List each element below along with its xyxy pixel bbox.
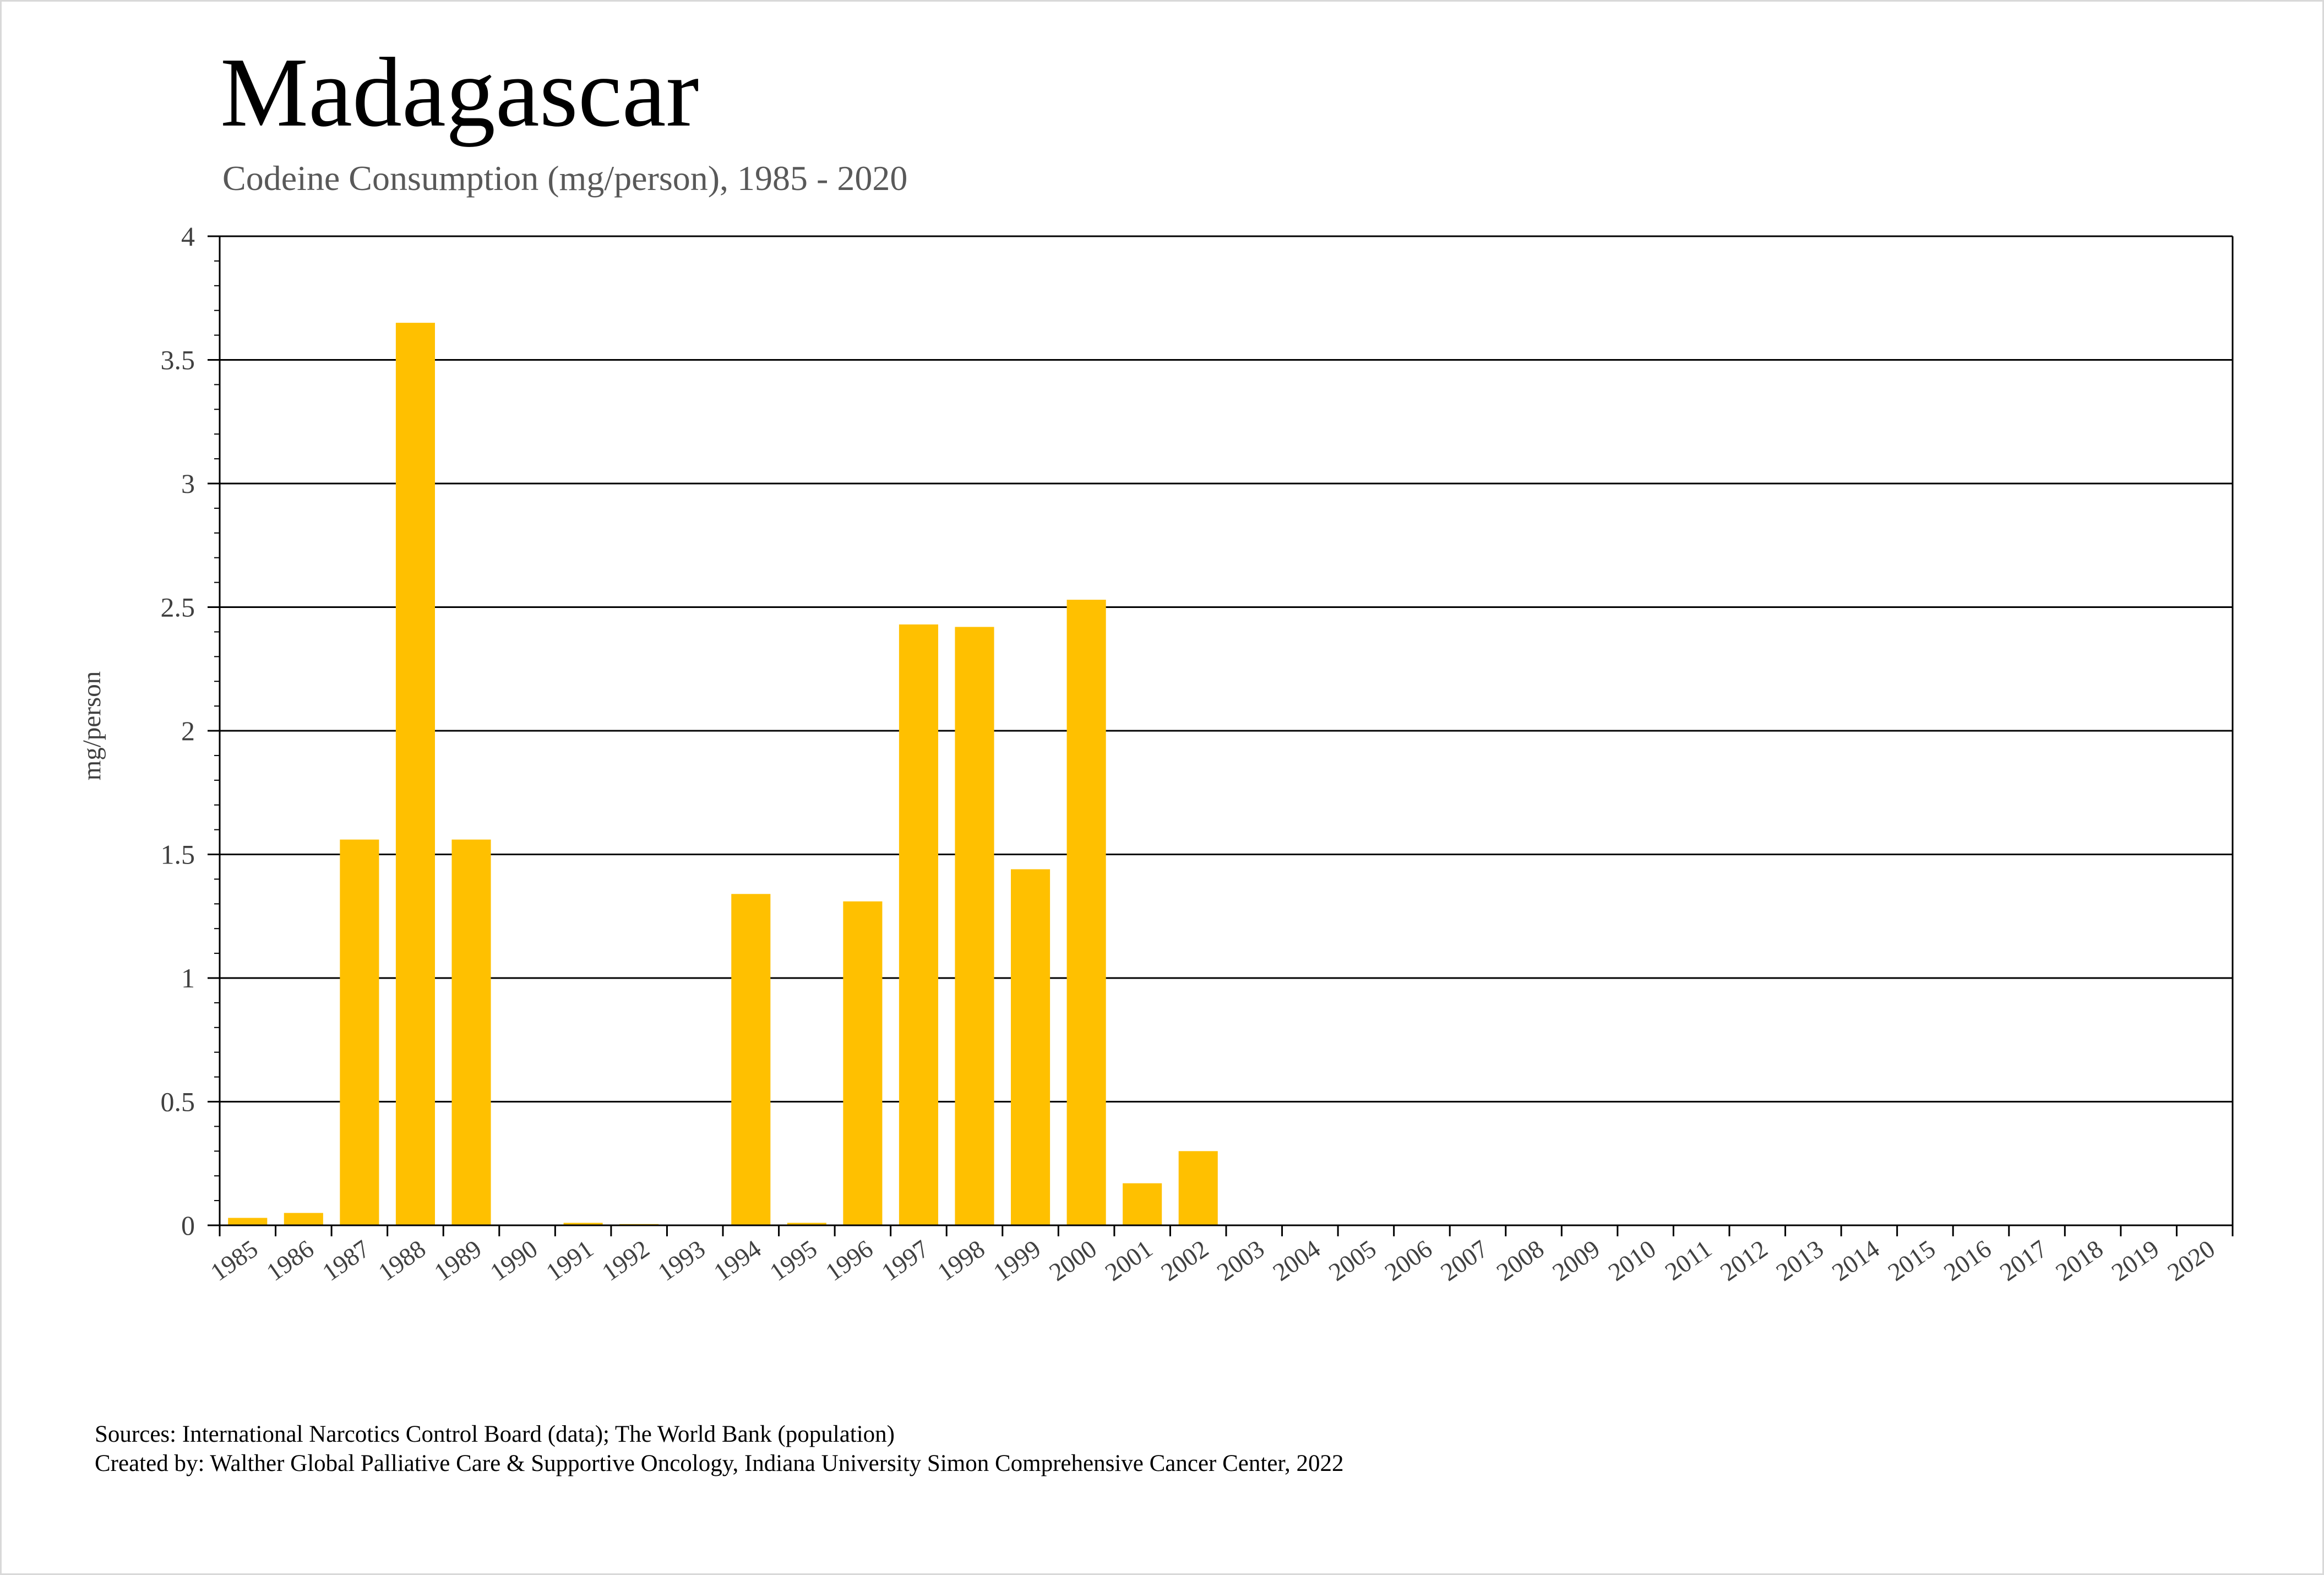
x-tick-label: 2005 [1324, 1234, 1381, 1286]
x-tick-label: 1991 [541, 1234, 598, 1286]
x-tick-label: 1999 [988, 1234, 1046, 1286]
chart-subtitle: Codeine Consumption (mg/person), 1985 - … [222, 159, 908, 198]
y-tick-labels: 0 0.5 1 1.5 2 2.5 3 3.5 4 [161, 221, 195, 1241]
axes [208, 235, 2234, 1236]
footer-created-by: Created by: Walther Global Palliative Ca… [95, 1451, 1344, 1476]
y-tick-label: 0.5 [161, 1087, 195, 1117]
y-tick-label: 0 [181, 1210, 195, 1241]
y-tick-label: 4 [181, 221, 195, 252]
x-tick-label: 2006 [1380, 1234, 1438, 1286]
x-tick-label: 1997 [877, 1234, 934, 1286]
bar-1986 [284, 1213, 323, 1225]
x-tick-label: 1986 [261, 1234, 319, 1286]
x-tick-label: 1995 [764, 1234, 822, 1286]
bar-1989 [451, 839, 491, 1225]
x-tick-label: 1998 [932, 1234, 990, 1286]
y-tick-label: 2 [181, 715, 195, 746]
x-tick-label: 2010 [1603, 1234, 1661, 1286]
x-tick-label: 2011 [1660, 1234, 1717, 1286]
bar-2001 [1123, 1183, 1162, 1225]
y-tick-label: 2.5 [161, 592, 195, 623]
x-tick-label: 2004 [1267, 1234, 1325, 1286]
x-tick-label: 2009 [1547, 1234, 1605, 1286]
bar-1999 [1011, 869, 1051, 1225]
x-tick-label: 2014 [1827, 1234, 1885, 1286]
x-tick-label: 2016 [1939, 1234, 1996, 1286]
x-tick-label: 2007 [1435, 1234, 1493, 1286]
bar-1995 [787, 1223, 826, 1225]
bar-1991 [563, 1223, 603, 1225]
bar-1997 [899, 624, 938, 1225]
bars [228, 323, 1218, 1225]
x-tick-labels: 1985198619871988198919901991199219931994… [205, 1234, 2220, 1286]
x-tick-label: 1996 [820, 1234, 878, 1286]
x-tick-label: 1994 [709, 1234, 766, 1286]
x-tick-label: 1989 [429, 1234, 487, 1286]
x-tick-label: 2019 [2107, 1234, 2164, 1286]
x-tick-label: 2008 [1492, 1234, 1549, 1286]
bar-2000 [1066, 600, 1106, 1225]
x-tick-label: 2017 [1995, 1234, 2053, 1286]
x-tick-label: 1992 [597, 1234, 655, 1286]
x-tick-label: 2002 [1156, 1234, 1213, 1286]
y-tick-label: 1.5 [161, 839, 195, 870]
x-tick-label: 2020 [2162, 1234, 2220, 1286]
x-tick-label: 1987 [317, 1234, 375, 1286]
bar-1998 [955, 627, 994, 1225]
y-tick-label: 3 [181, 468, 195, 499]
x-tick-label: 1993 [652, 1234, 710, 1286]
x-tick-label: 1985 [205, 1234, 263, 1286]
x-tick-label: 2015 [1883, 1234, 1941, 1286]
y-axis-label: mg/person [78, 671, 106, 780]
bar-1994 [731, 894, 771, 1225]
x-tick-label: 1990 [485, 1234, 543, 1286]
y-tick-label: 3.5 [161, 345, 195, 376]
bar-1988 [395, 323, 435, 1225]
x-tick-label: 2018 [2050, 1234, 2108, 1286]
bar-1987 [340, 839, 379, 1225]
footer-sources: Sources: International Narcotics Control… [95, 1421, 895, 1447]
x-tick-label: 2003 [1212, 1234, 1270, 1286]
x-tick-label: 1988 [373, 1234, 431, 1286]
x-tick-label: 2000 [1044, 1234, 1102, 1286]
y-tick-label: 1 [181, 963, 195, 993]
gridlines [220, 235, 2233, 1102]
x-tick-label: 2001 [1100, 1234, 1158, 1286]
bar-1996 [843, 901, 883, 1225]
bar-2002 [1178, 1151, 1218, 1225]
x-tick-label: 2013 [1771, 1234, 1828, 1286]
bar-1985 [228, 1218, 268, 1225]
x-tick-label: 2012 [1715, 1234, 1773, 1286]
chart-title: Madagascar [220, 37, 699, 147]
